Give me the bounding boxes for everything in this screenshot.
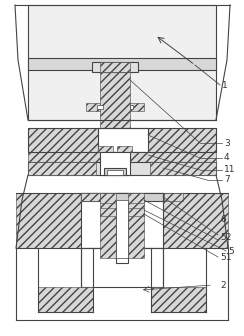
Bar [81,193,100,201]
Text: 11: 11 [224,166,235,174]
Bar [98,146,113,152]
Text: 4: 4 [224,154,230,163]
Bar [107,170,123,175]
Bar [148,128,216,152]
Bar [104,168,126,175]
Bar [128,208,144,216]
Bar [100,152,130,175]
Bar [28,128,98,152]
Text: 7: 7 [224,175,230,184]
Bar [128,193,144,203]
Text: 5: 5 [228,248,234,256]
Bar [98,128,148,152]
Bar [81,248,163,287]
Bar [28,128,216,152]
Text: 51: 51 [220,252,232,261]
Bar [117,146,132,152]
Bar [116,193,128,263]
Bar [100,62,130,175]
Bar [92,62,138,72]
Bar [28,152,216,162]
Bar [130,105,133,109]
Bar [100,62,130,72]
Bar [100,193,116,258]
Bar [28,58,216,70]
Bar [28,162,96,175]
Bar [151,287,206,312]
Bar [28,162,216,175]
Bar [150,162,216,175]
Text: 3: 3 [224,138,230,148]
Bar [86,103,100,111]
Bar [81,193,163,201]
Text: 2: 2 [220,281,226,290]
Bar [16,193,81,248]
Bar [163,193,228,248]
Text: 52: 52 [220,233,231,242]
Bar [97,105,103,109]
Text: 1: 1 [222,82,228,90]
Text: 6: 6 [220,215,226,224]
Bar [100,193,116,203]
Bar [130,103,144,111]
Bar [38,287,93,312]
Bar [100,208,116,216]
Bar [81,193,163,248]
Bar [164,193,183,201]
Bar [116,200,128,258]
Bar [28,5,216,120]
Bar [128,193,144,258]
